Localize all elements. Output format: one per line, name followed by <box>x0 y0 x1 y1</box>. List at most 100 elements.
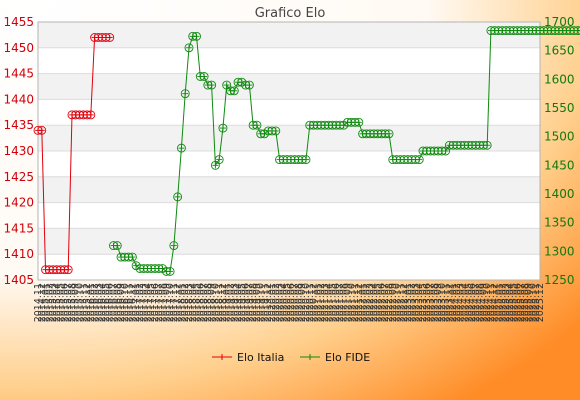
right-axis-tick-label: 1250 <box>544 273 575 287</box>
x-axis-tick-label: 2018.05 <box>192 283 203 322</box>
x-axis-tick-label: 2020.01 <box>267 283 278 322</box>
right-axis-tick-label: 1700 <box>544 15 575 29</box>
x-axis-tick-label: 2023.01 <box>403 283 414 322</box>
x-axis-tick-label: 2022.02 <box>361 283 372 322</box>
x-axis-tick-label: 2018.07 <box>199 283 210 322</box>
x-axis-tick-label: 2015.02 <box>44 283 55 322</box>
x-axis-tick-label: 2025.01 <box>493 283 504 322</box>
x-axis-tick-label: 2019.08 <box>248 283 259 322</box>
x-axis-tick-label: 2025.06 <box>512 283 523 322</box>
left-axis-tick-label: 1445 <box>3 67 34 81</box>
x-axis-tick-label: 2023.07 <box>426 283 437 322</box>
x-axis-tick-label: 2018.02 <box>180 283 191 322</box>
x-axis-tick-label: 2021.06 <box>331 283 342 322</box>
x-axis-tick-label: 2015.01 <box>41 283 52 322</box>
x-axis-tick-label: 2015.12 <box>82 283 93 322</box>
left-axis-tick-label: 1410 <box>3 247 34 261</box>
x-axis-tick-label: 2017.06 <box>150 283 161 322</box>
chart-title: Grafico Elo <box>255 6 326 21</box>
x-axis-tick-label: 2020.02 <box>271 283 282 322</box>
x-axis-tick-label: 2017.09 <box>161 283 172 322</box>
left-axis-tick-label: 1430 <box>3 144 34 158</box>
x-axis-tick-label: 2017.03 <box>139 283 150 322</box>
x-axis-tick-label: 2020.09 <box>297 283 308 322</box>
x-axis-tick-label: 2022.11 <box>395 283 406 322</box>
data-point <box>354 117 364 127</box>
x-axis-tick-label: 2017.02 <box>135 283 146 322</box>
data-point <box>192 31 201 41</box>
x-axis-tick-label: 2016.09 <box>116 283 127 322</box>
x-axis-tick-label: 2018.06 <box>195 283 206 322</box>
x-axis-tick-label: 2015.11 <box>78 283 89 322</box>
x-axis-tick-label: 2022.03 <box>365 283 376 322</box>
x-axis-tick-label: 2021.04 <box>324 283 335 322</box>
x-axis-tick-label: 2017.08 <box>158 283 169 322</box>
plot-area-frame <box>37 21 541 281</box>
x-axis-tick-label: 2020.03 <box>275 283 286 322</box>
grid-band <box>38 47 540 74</box>
x-axis-tick-label: 2016.10 <box>120 283 131 322</box>
x-axis-tick-label: 2019.02 <box>225 283 236 322</box>
x-axis-tick-label: 2016.12 <box>127 283 138 322</box>
right-axis-tick-label: 1600 <box>544 72 575 86</box>
x-axis-tick-label: 2024.04 <box>460 283 471 322</box>
x-axis-tick-label: 2025.05 <box>509 283 520 322</box>
x-axis-tick-label: 2020.04 <box>278 283 289 322</box>
x-axis-tick-label: 2019.10 <box>256 283 267 322</box>
x-axis-tick-label: 2020.10 <box>301 283 312 322</box>
right-axis-tick-label: 1550 <box>544 101 575 115</box>
x-axis-tick-label: 2022.06 <box>376 283 387 322</box>
data-point <box>573 26 580 36</box>
data-point <box>252 120 262 130</box>
grid-band <box>38 254 540 280</box>
x-axis-tick-label: 2016.05 <box>101 283 112 322</box>
x-axis-tick-label: 2025.04 <box>505 283 516 322</box>
x-axis-tick-label: 2016.02 <box>90 283 101 322</box>
grid-band <box>38 202 540 229</box>
x-axis-tick-label: 2025.10 <box>527 283 538 322</box>
x-axis-tick-label: 2022.05 <box>373 283 384 322</box>
left-axis-tick-label: 1420 <box>3 196 34 210</box>
x-axis-tick-label: 2017.10 <box>165 283 176 322</box>
chart-legend: Elo Italia Elo FIDE <box>212 351 370 364</box>
x-axis-tick-label: 2018.09 <box>207 283 218 322</box>
grid-band <box>38 73 540 100</box>
grid-band <box>38 151 540 177</box>
right-axis-tick-label: 1650 <box>544 44 575 58</box>
x-axis-tick-label: 2025.03 <box>501 283 512 322</box>
x-axis-tick-label: 2022.09 <box>388 283 399 322</box>
data-point <box>173 192 183 202</box>
x-axis-tick-label: 2020.06 <box>286 283 297 322</box>
data-point <box>199 72 209 81</box>
x-axis-tick-label: 2018.10 <box>210 283 221 322</box>
x-axis-tick-label: 2022.12 <box>399 283 410 322</box>
x-axis-tick-label: 2022.08 <box>384 283 395 322</box>
x-axis-tick-label: 2025.02 <box>497 283 508 322</box>
x-axis-tick-label: 2020.05 <box>282 283 293 322</box>
x-axis-tick-label: 2015.05 <box>56 283 67 322</box>
x-axis-tick-label: 2025.09 <box>524 283 535 322</box>
x-axis-tick-label: 2023.12 <box>444 283 455 322</box>
x-axis-tick-label: 2023.11 <box>441 283 452 322</box>
right-axis-tick-label: 1400 <box>544 187 575 201</box>
x-axis-tick-label: 2014.12 <box>37 283 48 322</box>
left-axis-tick-label: 1405 <box>3 273 34 287</box>
x-axis-tick-label: 2017.05 <box>146 283 157 322</box>
data-point <box>301 155 311 165</box>
grid-band <box>38 228 540 255</box>
x-axis-tick-label: 2024.05 <box>463 283 474 322</box>
data-point <box>218 123 228 133</box>
x-axis-tick-label: 2019.09 <box>252 283 263 322</box>
x-axis-tick-label: 2025.12 <box>535 283 546 322</box>
x-axis-tick-label: 2020.11 <box>305 283 316 322</box>
data-point <box>244 80 254 90</box>
x-axis-tick-label: 2022.07 <box>380 283 391 322</box>
x-axis-tick-label: 2022.01 <box>358 283 369 322</box>
data-point <box>86 110 96 120</box>
x-axis-tick-label: 2015.07 <box>63 283 74 322</box>
x-axis-tick-label: 2015.10 <box>75 283 86 322</box>
data-point <box>207 80 217 90</box>
x-axis-tick-label: 2021.05 <box>327 283 338 322</box>
